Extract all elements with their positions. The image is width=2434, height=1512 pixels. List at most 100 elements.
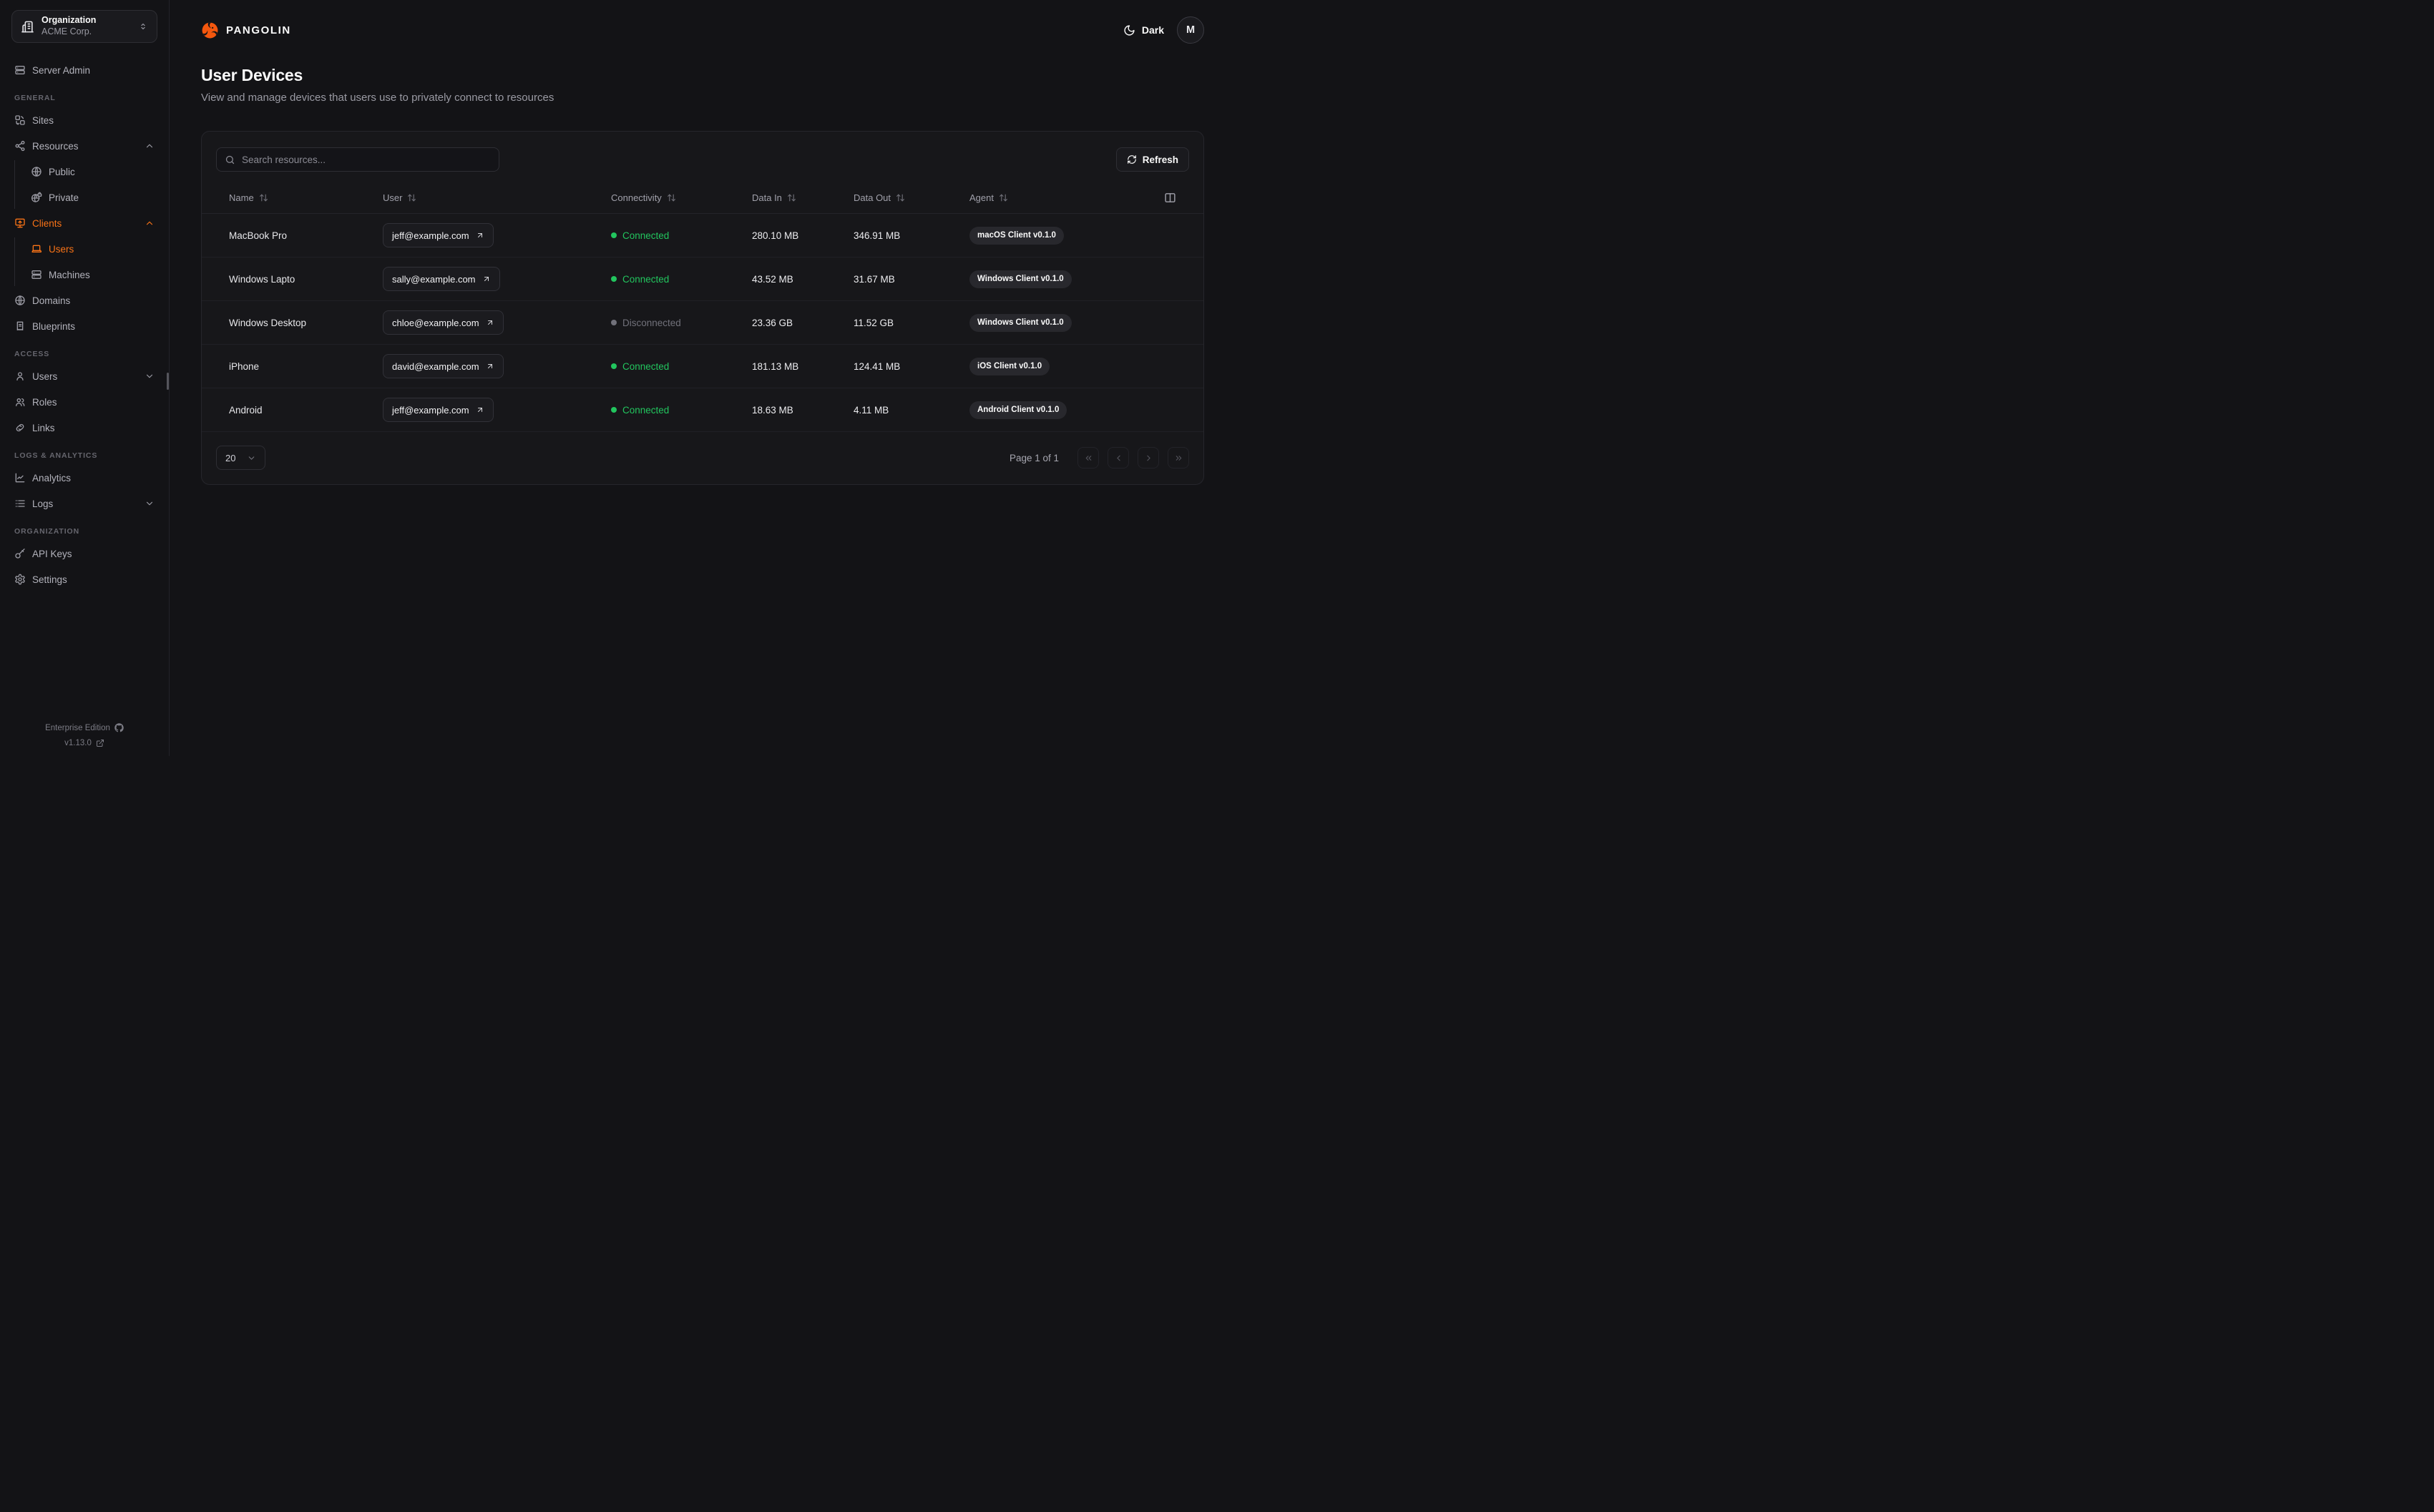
- sidebar-footer: Enterprise Edition v1.13.0: [0, 717, 169, 747]
- theme-toggle-button[interactable]: Dark: [1123, 24, 1164, 36]
- sidebar-item-label: Sites: [32, 114, 54, 126]
- user-link-button[interactable]: sally@example.com: [383, 267, 500, 291]
- sidebar-item-analytics[interactable]: Analytics: [9, 466, 160, 489]
- sidebar-item-logs[interactable]: Logs: [9, 492, 160, 515]
- sidebar-item-label: Logs: [32, 498, 54, 509]
- sidebar-item-sites[interactable]: Sites: [9, 109, 160, 132]
- chevrons-left-icon: [1085, 455, 1091, 461]
- data-in-value: 181.13 MB: [752, 360, 799, 372]
- user-link-button[interactable]: chloe@example.com: [383, 310, 504, 335]
- data-in-value: 43.52 MB: [752, 273, 793, 285]
- devices-card: Refresh Name User Connectivity Data In: [201, 131, 1204, 485]
- sidebar: Organization ACME Corp. Server Admin GEN…: [0, 0, 170, 756]
- search-box[interactable]: [216, 147, 499, 172]
- chevron-down-icon: [146, 501, 153, 506]
- sidebar-item-links[interactable]: Links: [9, 416, 160, 439]
- sidebar-item-label: Links: [32, 422, 55, 433]
- device-name: Android: [229, 404, 263, 416]
- prev-page-button[interactable]: [1108, 447, 1129, 468]
- status-label: Connected: [622, 273, 670, 285]
- connectivity-status: Connected: [611, 405, 669, 416]
- column-label: Data In: [752, 192, 782, 203]
- device-name: Windows Desktop: [229, 317, 307, 328]
- sidebar-item-clients[interactable]: Clients: [9, 212, 160, 235]
- column-header-connectivity[interactable]: Connectivity: [611, 192, 752, 203]
- connectivity-status: Connected: [611, 361, 669, 372]
- sidebar-item-public[interactable]: Public: [25, 160, 160, 183]
- chart-line-icon: [15, 473, 25, 483]
- org-selector[interactable]: Organization ACME Corp.: [11, 10, 157, 43]
- sidebar-section-organization: ORGANIZATION: [14, 527, 80, 536]
- sidebar-item-settings[interactable]: Settings: [9, 568, 160, 591]
- version-link[interactable]: v1.13.0: [0, 739, 169, 747]
- page-size-select[interactable]: 20: [216, 446, 265, 470]
- sidebar-item-label: Settings: [32, 574, 67, 585]
- search-icon: [225, 155, 235, 164]
- data-in-value: 18.63 MB: [752, 404, 793, 416]
- topbar: PANGOLIN Dark M: [201, 0, 1204, 44]
- brand: PANGOLIN: [201, 21, 291, 39]
- column-header-data-in[interactable]: Data In: [752, 192, 854, 203]
- user-link-button[interactable]: jeff@example.com: [383, 223, 494, 247]
- sidebar-item-domains[interactable]: Domains: [9, 289, 160, 312]
- agent-badge: Android Client v0.1.0: [969, 401, 1067, 419]
- sidebar-item-blueprints[interactable]: Blueprints: [9, 315, 160, 338]
- avatar[interactable]: M: [1177, 16, 1204, 44]
- resources-subtree: Public Private: [14, 160, 160, 209]
- status-label: Connected: [622, 230, 670, 241]
- user-email: david@example.com: [392, 360, 479, 372]
- user-link-button[interactable]: jeff@example.com: [383, 398, 494, 422]
- brand-name: PANGOLIN: [226, 24, 291, 36]
- column-label: Agent: [969, 192, 994, 203]
- chevrons-up-down-icon: [141, 23, 145, 30]
- sidebar-item-clients-users[interactable]: Users: [25, 237, 160, 260]
- next-page-button[interactable]: [1138, 447, 1159, 468]
- arrow-up-right-icon: [484, 277, 489, 281]
- user-email: sally@example.com: [392, 273, 476, 285]
- sidebar-item-server-admin[interactable]: Server Admin: [9, 59, 160, 82]
- column-header-name[interactable]: Name: [229, 192, 383, 203]
- user-email: chloe@example.com: [392, 317, 479, 328]
- table-header: Name User Connectivity Data In Data Out: [202, 182, 1203, 214]
- org-selector-value: ACME Corp.: [41, 26, 92, 36]
- chevron-down-icon: [248, 456, 255, 460]
- roles-icon: [16, 398, 25, 406]
- topbar-right: Dark M: [1123, 16, 1204, 44]
- sidebar-scrollbar-thumb[interactable]: [167, 373, 169, 390]
- theme-toggle-label: Dark: [1141, 24, 1164, 36]
- arrow-up-right-icon: [477, 408, 482, 412]
- status-dot: [611, 276, 617, 282]
- sidebar-section-logs-analytics: LOGS & ANALYTICS: [14, 451, 98, 460]
- refresh-button[interactable]: Refresh: [1115, 147, 1189, 172]
- connectivity-status: Connected: [611, 274, 669, 285]
- search-input[interactable]: [242, 154, 491, 165]
- sidebar-item-private[interactable]: Private: [25, 186, 160, 209]
- first-page-button[interactable]: [1077, 447, 1099, 468]
- status-dot: [611, 232, 617, 238]
- edition-link[interactable]: Enterprise Edition: [0, 723, 169, 732]
- org-selector-label: Organization: [41, 15, 97, 26]
- connectivity-status: Disconnected: [611, 318, 681, 328]
- sidebar-item-resources[interactable]: Resources: [9, 134, 160, 157]
- last-page-button[interactable]: [1168, 447, 1189, 468]
- sidebar-item-machines[interactable]: Machines: [25, 263, 160, 286]
- sidebar-item-access-users[interactable]: Users: [9, 365, 160, 388]
- external-link-icon: [96, 740, 104, 747]
- user-link-button[interactable]: david@example.com: [383, 354, 504, 378]
- page-head: User Devices View and manage devices tha…: [201, 66, 1204, 104]
- column-header-user[interactable]: User: [383, 192, 611, 203]
- device-name: MacBook Pro: [229, 230, 288, 241]
- sidebar-item-api-keys[interactable]: API Keys: [9, 542, 160, 565]
- monitor-up-icon: [15, 218, 25, 228]
- sidebar-item-roles[interactable]: Roles: [9, 391, 160, 413]
- column-header-agent[interactable]: Agent: [969, 192, 1154, 203]
- status-label: Connected: [622, 404, 670, 416]
- agent-badge: Windows Client v0.1.0: [969, 313, 1072, 332]
- globe-icon: [31, 167, 41, 177]
- page-info: Page 1 of 1: [1009, 452, 1059, 463]
- column-header-data-out[interactable]: Data Out: [854, 192, 969, 203]
- columns-icon: [1165, 193, 1176, 202]
- sidebar-item-label: Domains: [32, 295, 71, 306]
- columns-toggle-button[interactable]: [1164, 192, 1176, 204]
- pagination: Page 1 of 1: [1010, 447, 1189, 468]
